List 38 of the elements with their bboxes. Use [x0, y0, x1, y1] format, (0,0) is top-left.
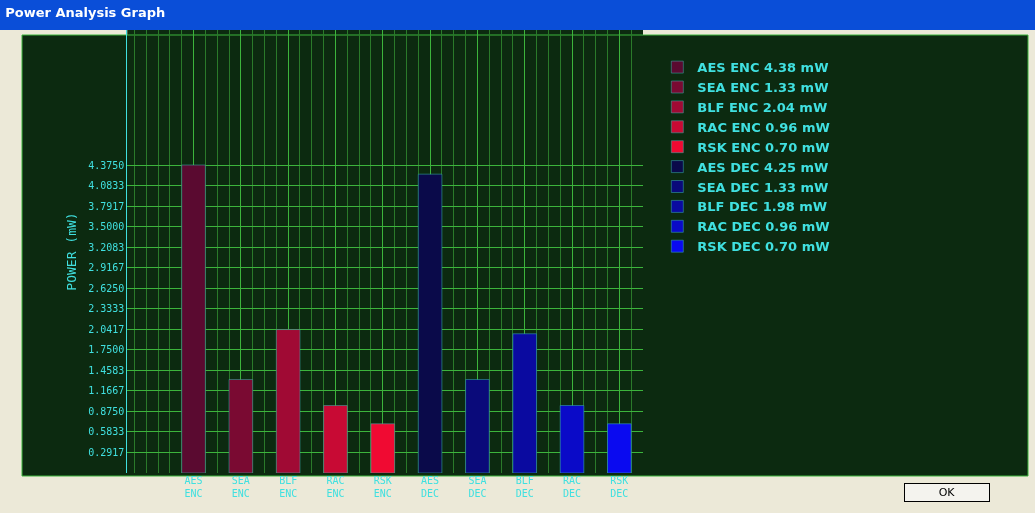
- y-tick-label: 2.6250: [88, 282, 125, 294]
- legend-label: RAC ENC 0.96 mW: [697, 119, 830, 135]
- y-tick-label: 0.5833: [88, 426, 125, 438]
- y-tick-label: 3.7917: [88, 200, 125, 212]
- x-tick-label: BLF DEC: [515, 475, 534, 499]
- legend-label: AES ENC 4.38 mW: [697, 60, 829, 76]
- y-tick-label: 2.0417: [88, 323, 125, 335]
- x-tick-label: BLF ENC: [279, 475, 298, 499]
- text: OK: [938, 486, 956, 499]
- legend-label: RAC DEC 0.96 mW: [697, 219, 830, 235]
- x-tick-label: SEA ENC: [231, 475, 250, 499]
- legend-label: SEA DEC 1.33 mW: [697, 179, 829, 195]
- y-tick-label: 2.3333: [88, 303, 125, 315]
- x-tick-label: RAC DEC: [563, 475, 582, 499]
- y-tick-label: 1.7500: [88, 344, 125, 356]
- legend-label: RSK DEC 0.70 mW: [697, 239, 830, 255]
- y-tick-label: 2.9167: [88, 262, 125, 274]
- x-tick-label: RSK ENC: [373, 475, 392, 499]
- y-tick-label: 0.2917: [88, 446, 125, 458]
- x-tick-label: RAC ENC: [326, 475, 345, 499]
- y-tick-label: 3.2083: [88, 241, 125, 253]
- y-tick-label: 1.4583: [88, 364, 125, 376]
- y-tick-label: 3.5000: [88, 221, 125, 233]
- y-tick-label: 0.8750: [88, 405, 125, 417]
- x-tick-label: RSK DEC: [610, 475, 629, 499]
- legend-label: BLF ENC 2.04 mW: [697, 99, 828, 115]
- y-tick-label: 4.3750: [88, 159, 125, 171]
- legend-label: RSK ENC 0.70 mW: [697, 139, 830, 155]
- legend-label: AES DEC 4.25 mW: [697, 159, 829, 175]
- legend-label: SEA ENC 1.33 mW: [697, 80, 829, 96]
- x-tick-label: SEA DEC: [468, 475, 487, 499]
- legend-label: BLF DEC 1.98 mW: [697, 199, 828, 215]
- y-tick-label: 1.1667: [88, 385, 125, 397]
- x-tick-label: AES ENC: [184, 475, 203, 499]
- chart-title: Power Analysis Graph: [5, 5, 166, 21]
- y-tick-label: 4.0833: [88, 180, 125, 192]
- y-axis-title: POWER (mW): [64, 212, 80, 291]
- x-tick-label: AES DEC: [421, 475, 440, 499]
